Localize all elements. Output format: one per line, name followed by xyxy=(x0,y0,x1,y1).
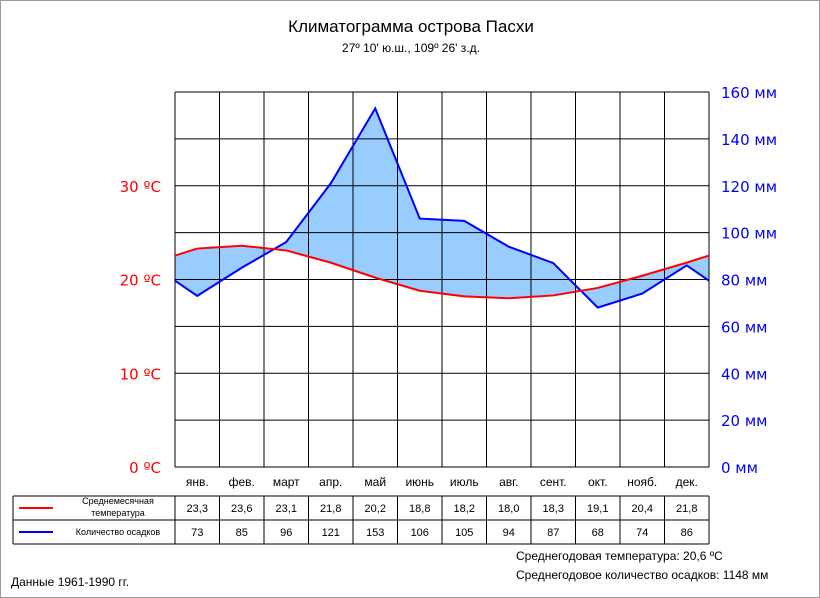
chart-lines xyxy=(174,106,710,309)
month-label: окт. xyxy=(588,475,608,489)
month-label: июль xyxy=(450,475,479,489)
temperature-value: 18,0 xyxy=(498,503,519,515)
temperature-value: 23,3 xyxy=(187,503,208,515)
annual-temperature: Среднегодовая температура: 20,6 ºC xyxy=(516,549,723,563)
temperature-tick-label: 20 ºC xyxy=(120,272,161,290)
temperature-tick-label: 10 ºC xyxy=(120,365,161,383)
month-label: дек. xyxy=(676,475,698,489)
precipitation-value: 68 xyxy=(592,527,604,539)
chart-subtitle: 27º 10' ю.ш., 109º 26' з.д. xyxy=(342,41,480,55)
precipitation-tick-label: 60 мм xyxy=(721,318,768,336)
temperature-value: 20,2 xyxy=(365,503,386,515)
chart-title: Климатограмма острова Пасхи xyxy=(288,17,534,36)
temperature-value: 23,1 xyxy=(276,503,297,515)
temperature-value: 18,8 xyxy=(409,503,430,515)
temperature-axis: 0 ºC 10 ºC 20 ºC 30 ºC xyxy=(120,178,161,477)
precipitation-value: 105 xyxy=(455,527,473,539)
temperature-value: 23,6 xyxy=(231,503,252,515)
temperature-value: 18,2 xyxy=(454,503,475,515)
precipitation-value: 73 xyxy=(191,527,203,539)
month-label: сент. xyxy=(540,475,567,489)
month-label: март xyxy=(273,475,300,489)
temperature-value: 18,3 xyxy=(543,503,564,515)
temperature-tick-label: 30 ºC xyxy=(120,178,161,196)
precipitation-line xyxy=(174,106,710,309)
precipitation-value: 96 xyxy=(280,527,292,539)
precipitation-tick-label: 20 мм xyxy=(721,412,768,430)
precipitation-tick-label: 80 мм xyxy=(721,272,768,290)
precipitation-tick-label: 160 мм xyxy=(721,84,777,102)
precipitation-legend-label: Количество осадков xyxy=(76,527,161,537)
precipitation-value: 86 xyxy=(681,527,693,539)
data-period: Данные 1961-1990 гг. xyxy=(11,575,129,589)
month-label: апр. xyxy=(319,475,342,489)
temperature-value: 19,1 xyxy=(587,503,608,515)
month-label: нояб. xyxy=(627,475,657,489)
temperature-value: 21,8 xyxy=(320,503,341,515)
temperature-line xyxy=(174,244,710,300)
precipitation-value: 106 xyxy=(411,527,429,539)
precipitation-tick-label: 100 мм xyxy=(721,225,777,243)
temperature-value: 20,4 xyxy=(632,503,653,515)
temperature-legend-label: Среднемесячная xyxy=(82,496,154,506)
month-label: янв. xyxy=(186,475,209,489)
precipitation-axis: 0 мм 20 мм 40 мм 60 мм 80 мм 100 мм 120 мм 140 … xyxy=(721,84,777,477)
precipitation-value: 121 xyxy=(322,527,340,539)
precipitation-value: 85 xyxy=(236,527,248,539)
precipitation-value: 74 xyxy=(636,527,648,539)
precipitation-value: 87 xyxy=(547,527,559,539)
temperature-legend-label: температура xyxy=(91,508,145,518)
precipitation-value: 94 xyxy=(503,527,515,539)
month-labels: янв. фев. март апр. май июнь июль авг. сент. окт.… xyxy=(186,475,698,489)
precipitation-value: 153 xyxy=(366,527,384,539)
annual-precipitation: Среднегодовое количество осадков: 1148 м… xyxy=(516,568,768,582)
temperature-value: 21,8 xyxy=(676,503,697,515)
chart-grid xyxy=(174,91,710,468)
temperature-tick-label: 0 ºC xyxy=(129,459,161,477)
month-label: авг. xyxy=(499,475,518,489)
month-label: июнь xyxy=(405,475,434,489)
precipitation-tick-label: 40 мм xyxy=(721,365,768,383)
precipitation-tick-label: 120 мм xyxy=(721,178,777,196)
data-table: Среднемесячная температура Количество осад… xyxy=(12,495,710,545)
month-label: фев. xyxy=(229,475,255,489)
precipitation-tick-label: 0 мм xyxy=(721,459,758,477)
month-label: май xyxy=(364,475,386,489)
precipitation-tick-label: 140 мм xyxy=(721,131,777,149)
